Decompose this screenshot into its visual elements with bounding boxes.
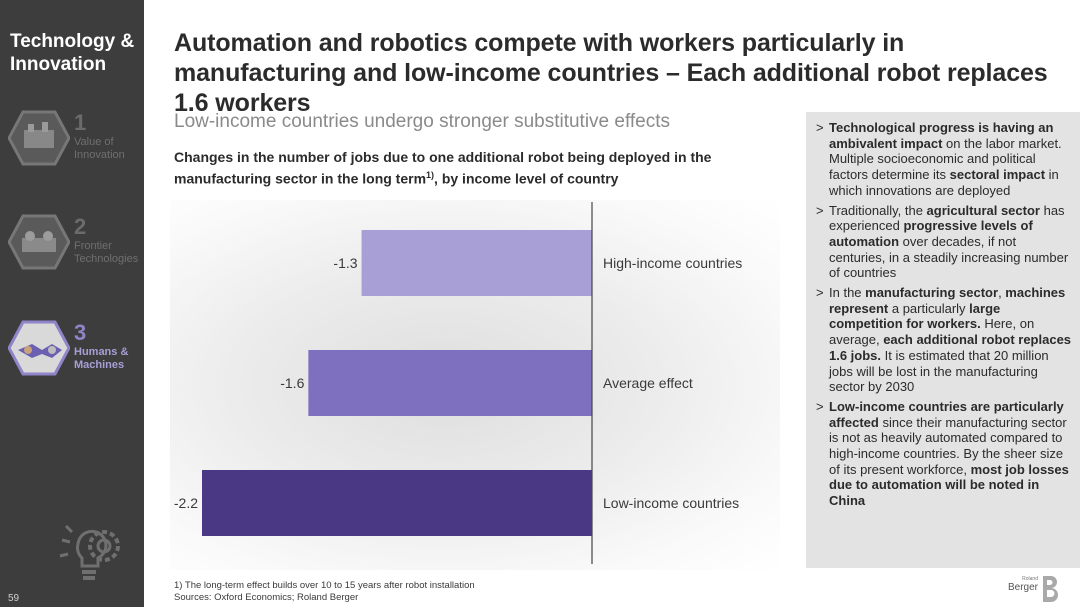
lightbulb-gear-icon (59, 524, 120, 580)
key-fact-text: Technological progress is having an ambi… (829, 120, 1054, 151)
key-fact-text: manufacturing sector (865, 285, 999, 301)
key-fact-text: Low-income countries are particularly af… (829, 398, 1064, 430)
key-fact-text: since their manufacturing sector is not … (829, 414, 1067, 477)
key-facts-panel: Technological progress is having an ambi… (806, 112, 1080, 568)
category-label: Low-income countries (603, 495, 739, 511)
bar-value-label: -2.2 (174, 495, 198, 511)
key-fact-text: machines represent (829, 285, 1066, 316)
handshake-icon (8, 320, 70, 376)
footnote-text: 1) The long-term effect builds over 10 t… (174, 580, 475, 591)
chart-heading-text-after: , by income level of country (434, 170, 619, 187)
key-fact-text: progressive levels of automation (829, 218, 1033, 249)
sidebar-item-label: Frontier Technologies (74, 240, 139, 265)
sidebar-item-label: Humans & Machines (74, 346, 129, 371)
key-fact-item: Low-income countries are particularly af… (816, 399, 1074, 509)
key-fact-text: a particularly (888, 300, 970, 316)
key-fact-text: , (998, 285, 1006, 301)
key-fact-text: has experienced (829, 202, 1065, 234)
key-fact-text: agricultural sector (926, 202, 1040, 218)
robot-factory-icon (8, 110, 70, 166)
roland-berger-logo: Roland Berger (1008, 574, 1072, 604)
logo-mark-icon (1043, 576, 1058, 602)
bar-value-label: -1.6 (280, 375, 304, 391)
key-fact-item: Traditionally, the agricultural sector h… (816, 203, 1074, 282)
bar (361, 230, 592, 296)
key-fact-text: sectoral impact (949, 167, 1046, 183)
chart-heading-text: Changes in the number of jobs due to one… (174, 149, 712, 187)
category-label: High-income countries (603, 255, 742, 271)
sidebar-item-number: 3 (74, 320, 87, 345)
bar-chart: -1.3 High-income countries -1.6 Average eff… (174, 202, 742, 564)
sidebar-item-value-of-innovation[interactable]: 1 Value of Innovation (0, 110, 144, 180)
key-fact-text: most job losses due to automation will b… (829, 461, 1069, 509)
bar-value-label: -1.3 (333, 255, 357, 271)
bar (202, 470, 592, 536)
key-facts-list: Technological progress is having an ambi… (816, 120, 1074, 513)
page-subtitle: Low-income countries undergo stronger su… (174, 111, 671, 132)
chart-heading: Changes in the number of jobs due to one… (174, 148, 774, 188)
key-fact-text: It is estimated that 20 million jobs wil… (829, 347, 1049, 395)
key-fact-text: Here, on average, (829, 316, 1035, 348)
key-fact-item: Technological progress is having an ambi… (816, 120, 1074, 199)
key-fact-text: In the (829, 285, 866, 301)
page-title: Automation and robotics compete with wor… (174, 29, 1048, 117)
key-fact-item: In the manufacturing sector, machines re… (816, 285, 1074, 395)
bar (308, 350, 592, 416)
sidebar: Technology & Innovation 1 Value of Innov… (0, 0, 144, 607)
sidebar-title: Technology & Innovation (10, 31, 135, 75)
logo-name: Berger (1007, 582, 1038, 593)
sidebar-item-number: 1 (74, 110, 87, 135)
sidebar-item-frontier-technologies[interactable]: 2 Frontier Technologies (0, 214, 144, 284)
footnote: 1) The long-term effect builds over 10 t… (174, 580, 475, 604)
logo-small-text: Roland (1022, 576, 1038, 582)
sources-text: Sources: Oxford Economics; Roland Berger (174, 592, 359, 603)
page-number: 59 (8, 593, 20, 604)
key-fact-text: over decades, if not centuries, in a ste… (829, 233, 1069, 281)
robot-arm-icon (8, 214, 70, 270)
key-fact-text: on the labor market. Multiple socioecono… (829, 135, 1062, 183)
key-fact-text: each additional robot replaces 1.6 jobs. (829, 332, 1072, 363)
sidebar-item-humans-machines[interactable]: 3 Humans & Machines (0, 320, 144, 390)
key-fact-text: Traditionally, the (829, 202, 927, 218)
category-label: Average effect (603, 375, 693, 391)
sidebar-item-label: Value of Innovation (74, 136, 125, 161)
chart-heading-footnote-marker: 1) (426, 170, 435, 180)
key-fact-text: in which innovations are deployed (829, 167, 1059, 198)
key-fact-text: large competition for workers. (829, 300, 1001, 332)
sidebar-item-number: 2 (74, 214, 87, 239)
